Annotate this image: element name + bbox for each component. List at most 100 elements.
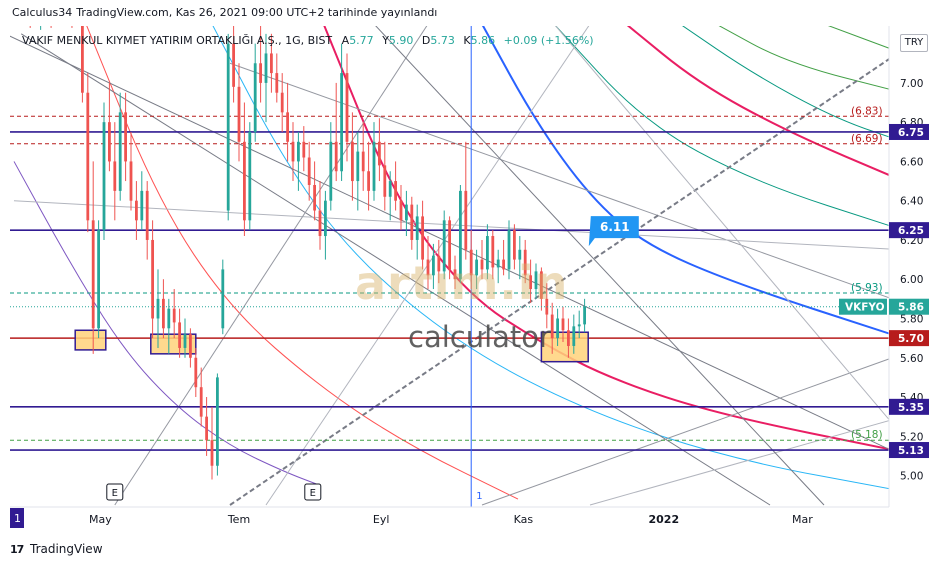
candle-body (259, 63, 262, 83)
level-tag-label: 5.70 (898, 333, 924, 345)
candle (302, 126, 306, 172)
level-tag (889, 398, 929, 415)
candle (318, 181, 322, 250)
x-tick-label: 1 (14, 512, 21, 525)
fib-arc (13, 161, 321, 486)
candle (270, 33, 273, 93)
level-tag (889, 330, 929, 347)
candle (469, 230, 473, 290)
candle-body (86, 92, 90, 221)
candle (394, 161, 397, 211)
candle (556, 308, 559, 346)
candle (421, 200, 424, 270)
last-price-label: 5.86 (898, 302, 924, 314)
currency-label[interactable]: TRY (900, 34, 928, 52)
candle (50, 18, 53, 28)
candle-body (583, 306, 586, 325)
candle (356, 131, 360, 211)
candle (372, 122, 376, 201)
fib-arc (86, 26, 519, 500)
candle-body (394, 181, 397, 201)
candle-body (334, 141, 338, 172)
candle (567, 318, 570, 358)
candle-body (199, 387, 203, 417)
candle (264, 33, 268, 123)
candle-body (529, 275, 532, 290)
y-tick-label: 5.60 (900, 353, 923, 365)
candle-body (60, 16, 63, 22)
trend-line (589, 420, 889, 506)
watermark-text: calculator (408, 320, 551, 354)
candle-body (97, 230, 100, 329)
candle (329, 122, 333, 211)
candle (140, 171, 144, 231)
level-label: (5.18) (851, 429, 883, 441)
candle (221, 259, 225, 335)
high-value: Y5.90 (382, 34, 414, 47)
publish-date: TradingView.com, Kas 26, 2021 09:00 UTC+… (76, 6, 438, 19)
close-value: K5.86 (463, 34, 496, 47)
candle-body (313, 184, 316, 211)
candle-body (453, 269, 457, 280)
candle-body (437, 255, 441, 272)
candle-body (345, 73, 349, 142)
candle-body (156, 298, 160, 319)
candle (367, 141, 370, 211)
candle (60, 12, 63, 26)
candle (113, 122, 117, 221)
candle-body (399, 200, 403, 221)
candle-body (167, 308, 171, 329)
candle-body (469, 249, 473, 276)
candle-body (388, 181, 392, 197)
candle (194, 347, 198, 398)
candle (178, 308, 181, 358)
trend-line (481, 358, 889, 506)
event-marker-label: E (310, 488, 316, 499)
y-tick-label: 5.20 (900, 431, 923, 443)
candle (172, 289, 176, 339)
candle-body (518, 249, 522, 260)
trend-line (375, 26, 825, 506)
candle-body (183, 334, 187, 348)
candle-body (496, 259, 500, 268)
candle-body (248, 131, 252, 221)
plot-area: 1 (10, 12, 889, 507)
candle (291, 122, 295, 182)
last-price-tag (889, 298, 929, 315)
candle (513, 224, 516, 270)
symbol-title[interactable]: VAKIF MENKUL KIYMET YATIRIM ORTAKLIĞI A.… (22, 34, 333, 47)
candle (324, 190, 327, 260)
candle-body (432, 255, 435, 276)
candle (378, 118, 381, 182)
x-tick-label: Eyl (373, 513, 390, 526)
event-marker-label: E (112, 488, 118, 499)
publisher-name[interactable]: Calculus34 (12, 6, 73, 19)
candle-body (523, 249, 527, 276)
trend-line (10, 35, 889, 450)
level-tag-label: 6.75 (898, 127, 924, 139)
tradingview-logo[interactable]: 17 TradingView (10, 542, 103, 556)
candle-body (50, 18, 53, 24)
candle-body (324, 200, 327, 237)
candle-body (405, 204, 408, 221)
candle (135, 181, 138, 240)
candle-body (205, 416, 208, 441)
candle-body (318, 210, 322, 237)
candle (437, 239, 441, 284)
candle-body (172, 308, 176, 323)
candle (313, 161, 316, 221)
candle-body (459, 190, 462, 280)
candle-body (442, 220, 446, 272)
candle (550, 302, 554, 354)
candle-body (372, 141, 376, 191)
y-tick-label: 6.40 (900, 196, 923, 208)
y-tick-label: 6.00 (900, 274, 923, 286)
y-tick-label: 5.80 (900, 313, 923, 325)
candle (226, 33, 230, 221)
candle (523, 239, 527, 284)
candle-body (243, 141, 246, 221)
candle (486, 224, 489, 280)
last-price-symbol-tag (839, 298, 887, 315)
candle-body (507, 230, 511, 270)
